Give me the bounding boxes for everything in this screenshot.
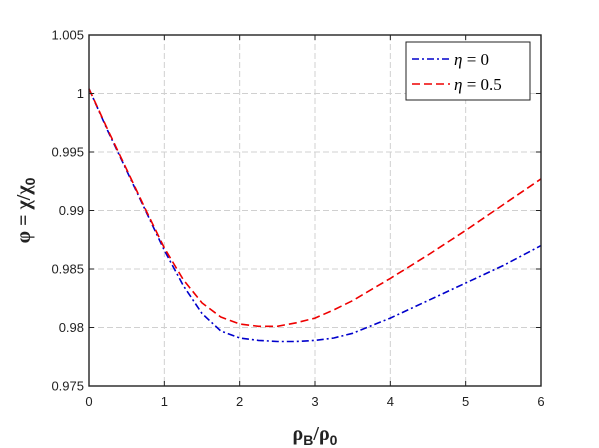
x-tick-labels: 0 1 2 3 4 5 6 (85, 394, 544, 409)
y-tick-label: 0.975 (51, 379, 84, 394)
series-line-1 (88, 88, 542, 343)
y-tick-label: 0.995 (51, 145, 84, 160)
x-tick-label: 6 (537, 394, 544, 409)
legend-box (405, 41, 531, 101)
x-tick-label: 3 (311, 394, 318, 409)
y-tick-label: 0.99 (59, 203, 84, 218)
legend-label-2: η = 0.5 (454, 75, 502, 94)
y-tick-label: 1 (77, 86, 84, 101)
x-tick-label: 5 (462, 394, 469, 409)
legend-label-1: η = 0 (454, 50, 489, 69)
x-axis-label: ρB/ρ0 (293, 423, 338, 448)
x-tick-label: 1 (161, 394, 168, 409)
series-layer (88, 88, 542, 343)
x-tick-label: 0 (85, 394, 92, 409)
y-axis-label: φ = χ/χ0 (13, 177, 38, 243)
series-line-2 (88, 88, 542, 328)
x-tick-label: 2 (236, 394, 243, 409)
tick-marks (88, 34, 542, 387)
y-tick-label: 0.98 (59, 320, 84, 335)
y-tick-label: 0.985 (51, 262, 84, 277)
x-tick-label: 4 (387, 394, 394, 409)
legend: η = 0 η = 0.5 (405, 41, 531, 101)
y-tick-label: 1.005 (51, 28, 84, 43)
y-tick-labels: 0.975 0.98 0.985 0.99 0.995 1 1.005 (51, 28, 84, 394)
